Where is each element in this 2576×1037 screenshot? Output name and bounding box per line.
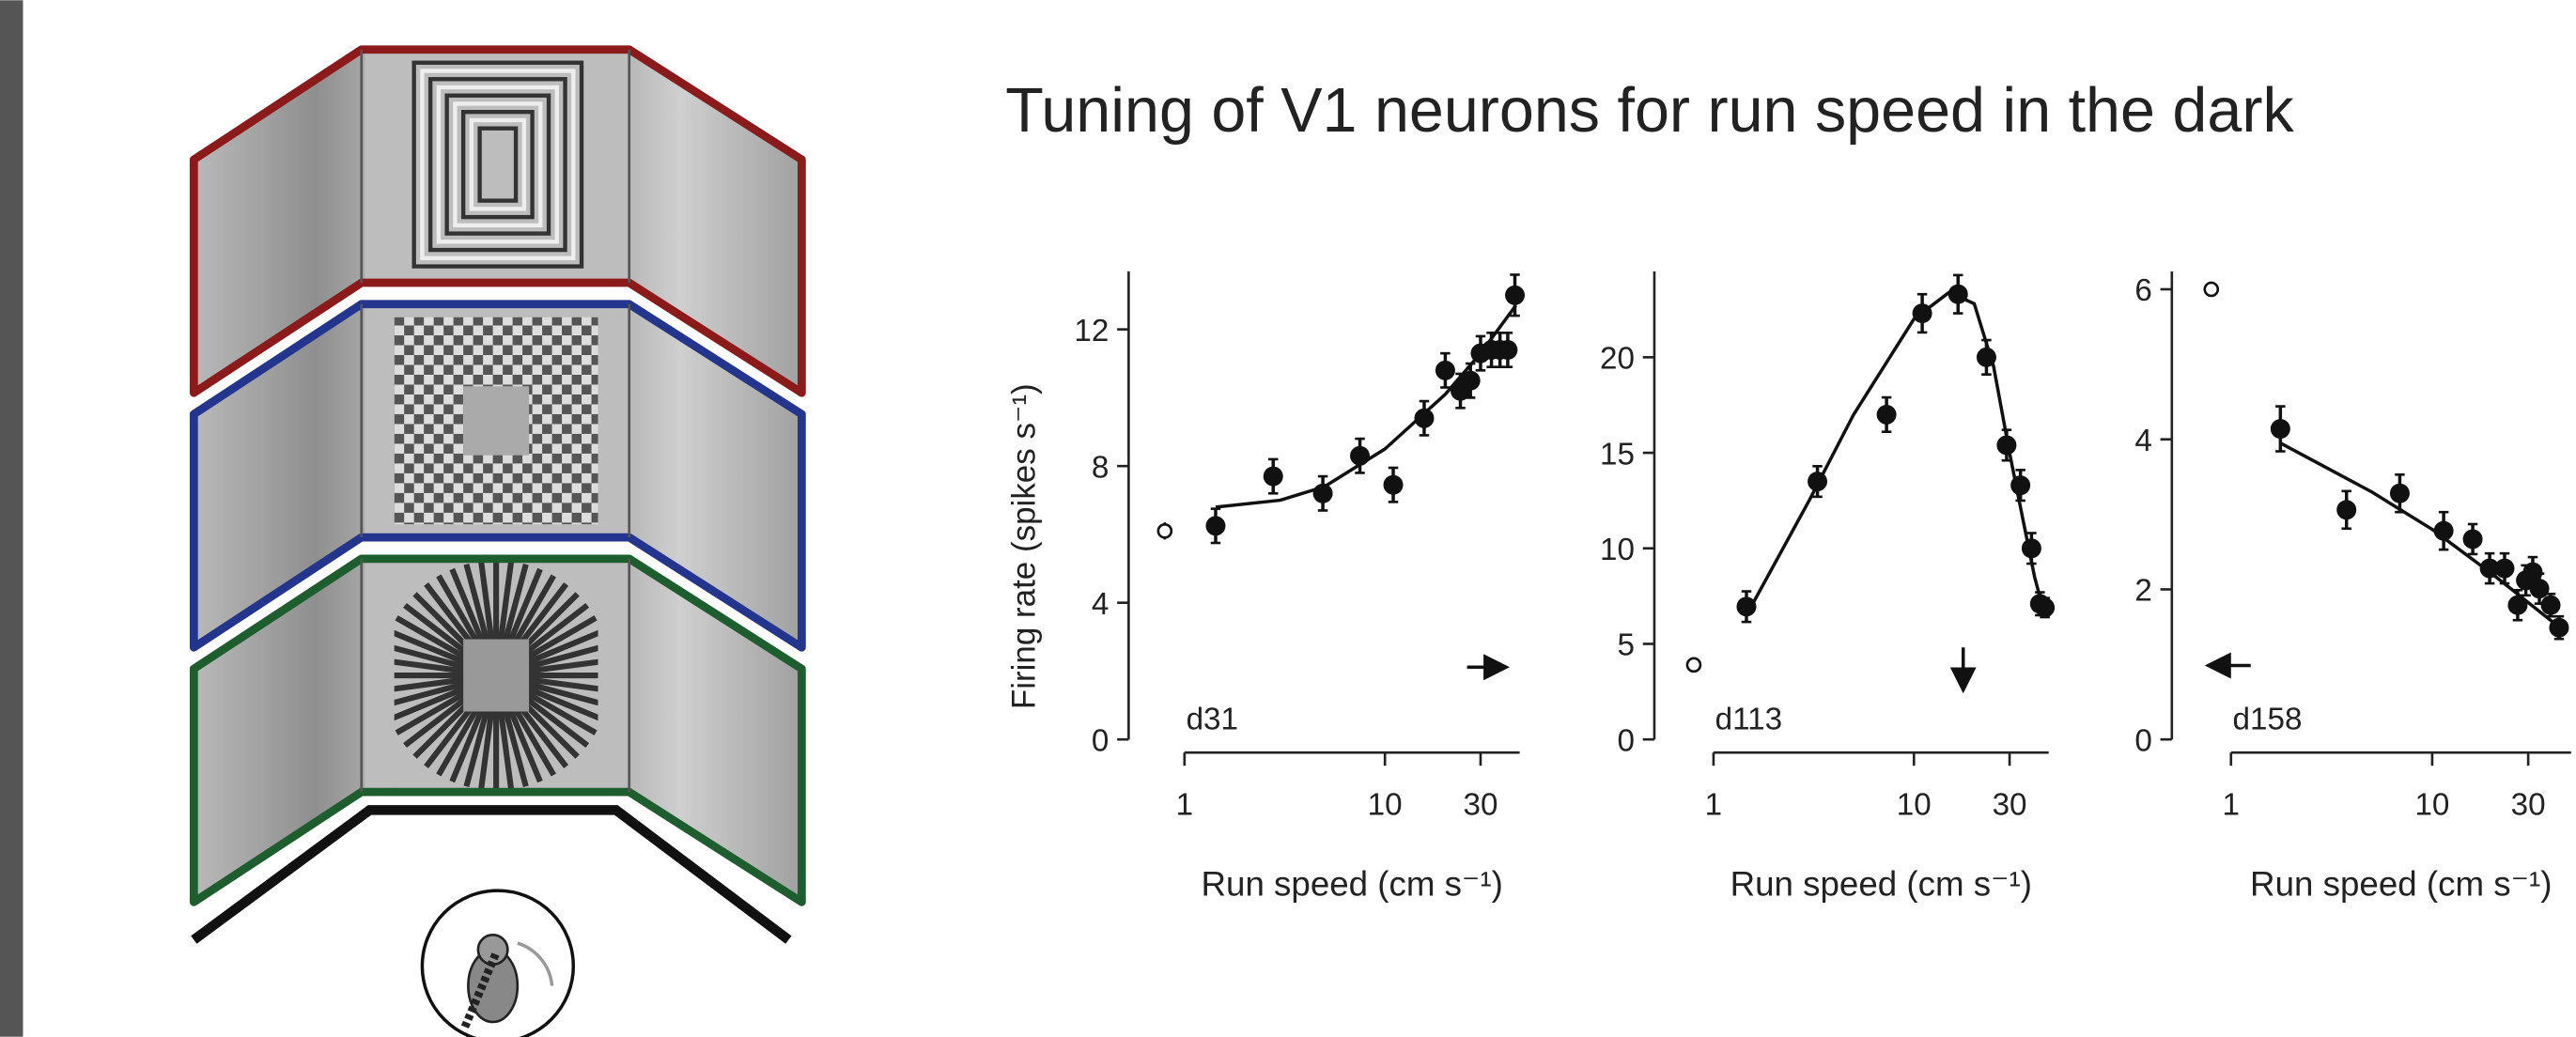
slide-title: Tuning of V1 neurons for run speed in th…: [1005, 76, 2294, 146]
y-axis-label: Firing rate (spikes s⁻¹): [1006, 383, 1043, 709]
y-tick-label: 15: [1600, 437, 1635, 472]
x-axis-label: Run speed (cm s⁻¹): [1730, 864, 2032, 903]
data-point: [1312, 483, 1333, 503]
data-point: [1350, 445, 1371, 466]
stationary-point: [2203, 281, 2220, 298]
mouse-head: [476, 933, 509, 967]
stationary-point: [1156, 522, 1173, 539]
data-point: [1205, 516, 1226, 536]
data-point: [1876, 404, 1897, 425]
panel-label: d31: [1187, 703, 1238, 737]
y-tick-label: 0: [1617, 723, 1634, 758]
corridor-center: [365, 53, 628, 284]
x-tick-label: 30: [1993, 788, 2027, 823]
y-tick-label: 0: [2134, 723, 2151, 758]
ring: [453, 101, 543, 228]
corridor-frame: [189, 554, 806, 906]
y-tick-label: 20: [1600, 342, 1635, 377]
data-point: [2270, 419, 2290, 440]
fit-curve: [1215, 304, 1517, 509]
checker-center: [463, 386, 530, 456]
side-bar: [0, 0, 23, 1037]
data-point: [1912, 303, 1932, 324]
data-point: [2529, 579, 2550, 599]
data-point: [2336, 500, 2357, 520]
panel-label: d158: [2233, 703, 2303, 737]
data-point: [1263, 466, 1283, 487]
data-point: [1383, 474, 1404, 495]
ball-arc: [517, 941, 554, 986]
x-tick-label: 30: [2511, 788, 2546, 823]
data-point: [2433, 520, 2454, 541]
x-tick-label: 10: [2414, 788, 2449, 823]
corridor-frame: [189, 300, 806, 652]
data-point: [1976, 347, 1996, 367]
data-point: [1435, 360, 1455, 380]
y-tick-label: 0: [1092, 723, 1109, 758]
data-point: [2507, 595, 2528, 615]
data-point: [2479, 558, 2500, 579]
x-tick-label: 10: [1897, 788, 1932, 823]
data-point: [1414, 408, 1435, 428]
y-tick-label: 10: [1600, 533, 1635, 567]
data-point: [2035, 597, 2056, 618]
ring: [469, 117, 527, 211]
corridor-pattern: [411, 60, 584, 269]
corridor-pattern: [365, 560, 628, 793]
data-point: [2021, 538, 2041, 559]
chart: 0 5 10 15 20 1 10 30 d113 Run speed (cm s⁻¹): [1600, 271, 2056, 903]
data-point: [1948, 284, 1968, 304]
ring: [477, 126, 519, 203]
y-tick-label: 2: [2134, 574, 2151, 609]
x-tick-label: 1: [2223, 788, 2240, 823]
stationary-point: [1685, 657, 1702, 673]
x-axis-label: Run speed (cm s⁻¹): [2250, 864, 2552, 903]
panel-label: d113: [1715, 703, 1782, 737]
radial-bg: [365, 562, 395, 793]
data-point: [1996, 435, 2017, 456]
ring: [444, 93, 551, 236]
data-point: [1497, 339, 1518, 360]
data-point: [2549, 617, 2569, 638]
ring: [420, 69, 576, 261]
y-tick-label: 4: [2134, 424, 2151, 458]
radial-bg: [597, 562, 628, 793]
ring: [427, 77, 567, 253]
data-point: [2010, 475, 2031, 496]
data-point: [2540, 595, 2561, 615]
data-point: [2462, 529, 2483, 549]
ring: [436, 85, 560, 244]
ring: [460, 110, 535, 220]
floor-line: [191, 805, 792, 944]
x-tick-label: 30: [1463, 788, 1497, 823]
x-tick-label: 10: [1368, 788, 1403, 823]
data-point: [2389, 483, 2410, 503]
data-point: [2522, 562, 2543, 582]
y-tick-label: 12: [1074, 314, 1109, 348]
x-tick-label: 1: [1705, 788, 1722, 823]
y-tick-label: 8: [1092, 450, 1109, 485]
data-point: [2494, 558, 2515, 579]
y-tick-label: 4: [1092, 587, 1109, 622]
corridor-frame: [189, 45, 806, 397]
ring: [411, 60, 584, 269]
annotation-arrows: [1466, 647, 2251, 694]
fit-curve: [1745, 290, 2047, 616]
x-tick-label: 1: [1176, 788, 1193, 823]
data-point: [1736, 596, 1757, 617]
chart: 0 2 4 6 1 10 30 d158 Run speed (cm s⁻¹): [2134, 271, 2571, 903]
x-axis-label: Run speed (cm s⁻¹): [1202, 864, 1503, 903]
corridor-illustration: [189, 45, 806, 1037]
data-point: [1505, 285, 1525, 305]
data-point: [1460, 370, 1481, 391]
data-point: [1808, 472, 1828, 492]
headpost: [460, 951, 501, 1029]
corridor-pattern: [394, 317, 598, 525]
y-tick-label: 6: [2134, 273, 2151, 308]
y-tick-label: 5: [1617, 628, 1634, 663]
chart: 0 4 8 12 1 10 30 d31 Run speed (cm s⁻¹) Firing ra…: [1006, 271, 1525, 903]
radial-center: [463, 639, 530, 712]
